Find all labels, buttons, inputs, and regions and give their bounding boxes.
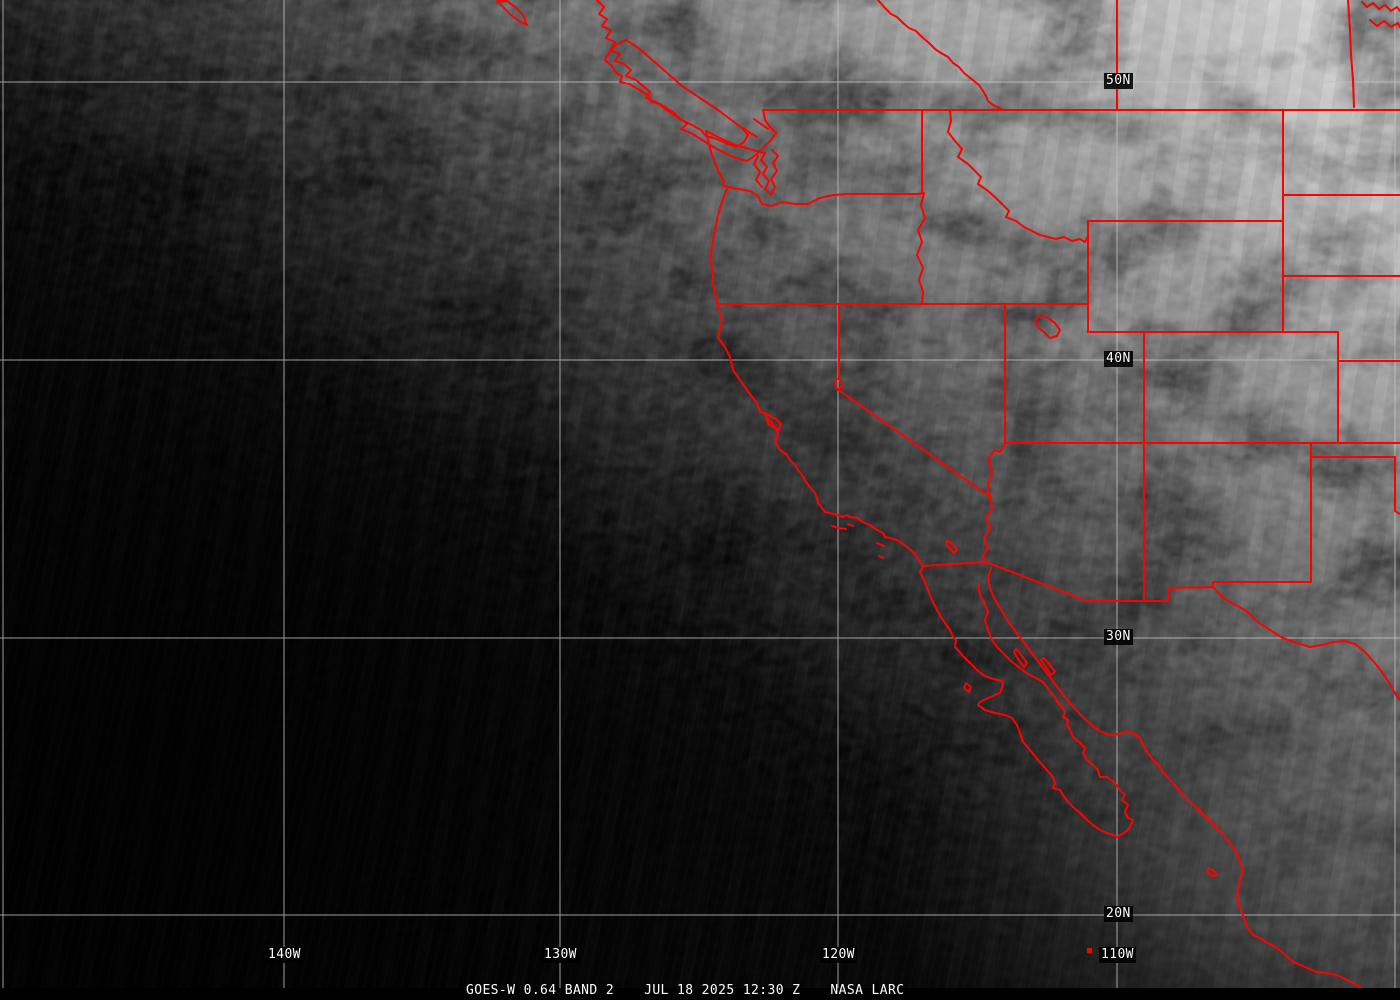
texas-newmexico-border-32n bbox=[1212, 581, 1312, 588]
tres-marias-islands bbox=[1206, 867, 1218, 877]
isla-cedros bbox=[963, 682, 972, 693]
lon-label-110W: 110W bbox=[1099, 947, 1136, 963]
san-juan-islands bbox=[743, 127, 758, 138]
lon-label-130W: 130W bbox=[542, 947, 579, 963]
haida-gwaii-island bbox=[496, 0, 528, 26]
saskatchewan-manitoba-border bbox=[1347, 0, 1355, 108]
channel-islands-2 bbox=[847, 523, 854, 527]
baja-california-pacific-coast bbox=[919, 565, 1118, 838]
oregon-idaho-snake-river bbox=[916, 192, 926, 305]
idaho-montana-border bbox=[947, 109, 1089, 243]
strait-juan-de-fuca-puget-sound bbox=[705, 130, 779, 196]
caption-instrument: GOES-W 0.64 BAND 2 bbox=[466, 983, 615, 998]
lat-label-20N: 20N bbox=[1104, 906, 1133, 922]
colorado-river-ca-az bbox=[982, 496, 993, 564]
manitoba-lakes-2 bbox=[1369, 19, 1400, 28]
caption-datetime: JUL 18 2025 12:30 Z bbox=[644, 983, 801, 998]
santa-catalina-island bbox=[876, 542, 885, 547]
british-columbia-coast bbox=[596, 0, 777, 162]
lat-label-50N: 50N bbox=[1104, 73, 1133, 89]
channel-islands-1 bbox=[831, 525, 847, 530]
lat-label-40N: 40N bbox=[1104, 351, 1133, 367]
rio-grande bbox=[1212, 586, 1400, 701]
isla-angel-de-la-guarda bbox=[1013, 648, 1028, 668]
lat-label-30N: 30N bbox=[1104, 629, 1133, 645]
gulf-islands-bc bbox=[753, 118, 769, 130]
bc-alberta-border bbox=[877, 0, 1003, 111]
great-salt-lake bbox=[1034, 314, 1061, 339]
image-caption: GOES-W 0.64 BAND 2 JUL 18 2025 12:30 Z N… bbox=[466, 983, 904, 998]
lon-label-120W: 120W bbox=[820, 947, 857, 963]
isla-tiburon bbox=[1040, 657, 1056, 676]
baja-california-gulf-coast bbox=[977, 583, 1134, 838]
california-nevada-diagonal bbox=[839, 390, 991, 498]
colorado-river-nv-az bbox=[987, 442, 1006, 498]
oregon-california-coast bbox=[709, 186, 924, 567]
vancouver-island bbox=[604, 39, 749, 148]
bottom-black-strip bbox=[0, 988, 1400, 1000]
san-francisco-bay bbox=[764, 412, 782, 431]
san-clemente-island bbox=[878, 555, 884, 559]
us-mexico-border bbox=[922, 561, 1214, 602]
socorro-island bbox=[1087, 948, 1092, 953]
washington-coast bbox=[705, 130, 729, 188]
sonora-sinaloa-coast bbox=[987, 567, 1366, 991]
washington-oregon-columbia-river bbox=[727, 186, 925, 207]
manitoba-lakes bbox=[1361, 1, 1400, 12]
lon-label-140W: 140W bbox=[266, 947, 303, 963]
geo-boundaries bbox=[496, 0, 1400, 991]
texas-100w-red-river bbox=[1394, 456, 1400, 515]
caption-credit: NASA LARC bbox=[830, 983, 905, 998]
salton-sea bbox=[945, 540, 958, 554]
lake-tahoe bbox=[834, 377, 843, 391]
hood-canal bbox=[753, 155, 763, 188]
